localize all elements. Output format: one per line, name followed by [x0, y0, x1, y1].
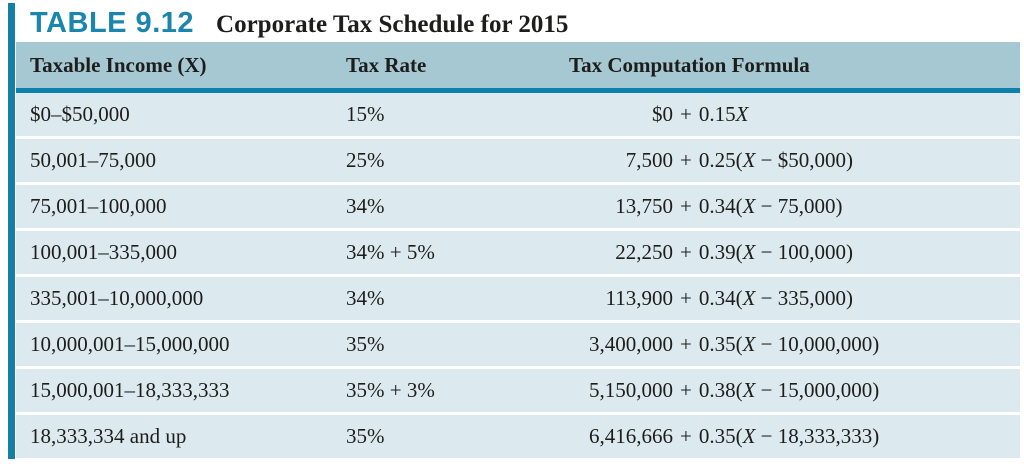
formula-post: − 335,000) — [755, 286, 854, 310]
formula-base: $0 — [652, 102, 673, 126]
formula-pre: 0.25( — [698, 148, 743, 172]
formula-x: X — [742, 332, 756, 356]
formula-pre: 0.35( — [698, 424, 743, 448]
formula-cell: 6,416,666 +0.35(X − 18,333,333) — [561, 424, 1020, 449]
formula-post: − 18,333,333) — [755, 424, 880, 448]
accent-bar — [8, 3, 15, 459]
formula-base: 13,750 — [615, 194, 673, 218]
formula-pre: 0.35( — [698, 332, 743, 356]
table-title: Corporate Tax Schedule for 2015 — [216, 11, 569, 38]
formula-x: X — [742, 286, 756, 310]
formula-pre: 0.15 — [698, 102, 736, 126]
formula-pre: 0.38( — [698, 378, 743, 402]
formula-x: X — [742, 240, 756, 264]
rate-cell: 34% — [346, 194, 385, 218]
rate-cell: 34% + 5% — [346, 240, 435, 264]
formula-cell: 3,400,000 +0.35(X − 10,000,000) — [561, 332, 1020, 357]
rate-cell: 34% — [346, 286, 385, 310]
corporate-tax-table-figure: TABLE 9.12 Corporate Tax Schedule for 20… — [16, 0, 1020, 458]
income-cell: 10,000,001–15,000,000 — [30, 332, 230, 356]
plus-operator: + — [680, 194, 692, 218]
table-row: 335,001–10,000,000 34% 113,900 +0.34(X − … — [16, 277, 1020, 320]
formula-x: X — [742, 194, 756, 218]
income-cell: 335,001–10,000,000 — [30, 286, 204, 310]
formula-cell: $0 +0.15X — [561, 102, 1020, 127]
formula-rest: 0.39(X − 100,000) — [699, 240, 853, 265]
formula-cell: 113,900 +0.34(X − 335,000) — [561, 286, 1020, 311]
formula-post: − $50,000) — [755, 148, 854, 172]
formula-cell: 7,500 +0.25(X − $50,000) — [561, 148, 1020, 173]
formula-cell: 13,750 +0.34(X − 75,000) — [561, 194, 1020, 219]
income-cell: 100,001–335,000 — [30, 240, 177, 264]
formula-post: − 15,000,000) — [755, 378, 880, 402]
formula-pre: 0.34( — [698, 286, 743, 310]
income-cell: 18,333,334 and up — [30, 424, 187, 448]
plus-operator: + — [680, 148, 692, 172]
rate-cell: 35% — [346, 424, 385, 448]
formula-rest: 0.35(X − 18,333,333) — [699, 424, 879, 449]
rate-cell: 35% — [346, 332, 385, 356]
table-row: $0–$50,000 15% $0 +0.15X — [16, 93, 1020, 136]
table-number-label: TABLE 9.12 — [30, 7, 195, 39]
formula-base: 113,900 — [605, 286, 673, 310]
formula-rest: 0.15X — [699, 102, 749, 127]
formula-rest: 0.35(X − 10,000,000) — [699, 332, 879, 357]
formula-x: X — [735, 102, 749, 126]
table-row: 10,000,001–15,000,000 35% 3,400,000 +0.35… — [16, 323, 1020, 366]
formula-base: 3,400,000 — [589, 332, 673, 356]
table-row: 15,000,001–18,333,333 35% + 3% 5,150,000… — [16, 369, 1020, 412]
income-cell: 75,001–100,000 — [30, 194, 167, 218]
formula-post: − 100,000) — [755, 240, 854, 264]
formula-base: 22,250 — [615, 240, 673, 264]
plus-operator: + — [680, 332, 692, 356]
formula-x: X — [742, 378, 756, 402]
plus-operator: + — [680, 102, 692, 126]
income-cell: $0–$50,000 — [30, 102, 130, 126]
formula-base: 5,150,000 — [589, 378, 673, 402]
figure-title-bar: TABLE 9.12 Corporate Tax Schedule for 20… — [16, 0, 1020, 42]
formula-rest: 0.38(X − 15,000,000) — [699, 378, 879, 403]
column-header-formula: Tax Computation Formula — [569, 52, 810, 77]
table-row: 18,333,334 and up 35% 6,416,666 +0.35(X −… — [16, 415, 1020, 458]
formula-rest: 0.25(X − $50,000) — [699, 148, 853, 173]
formula-post: − 10,000,000) — [755, 332, 880, 356]
column-header-tax-rate: Tax Rate — [346, 52, 427, 77]
plus-operator: + — [680, 378, 692, 402]
rate-cell: 35% + 3% — [346, 378, 435, 402]
formula-cell: 22,250 +0.39(X − 100,000) — [561, 240, 1020, 265]
formula-base: 6,416,666 — [589, 424, 673, 448]
rate-cell: 25% — [346, 148, 385, 172]
table-row: 50,001–75,000 25% 7,500 +0.25(X − $50,000… — [16, 139, 1020, 182]
rate-cell: 15% — [346, 102, 385, 126]
plus-operator: + — [680, 240, 692, 264]
plus-operator: + — [680, 424, 692, 448]
formula-pre: 0.34( — [698, 194, 743, 218]
table-header-row: Taxable Income (X) Tax Rate Tax Computat… — [16, 42, 1020, 93]
formula-post: − 75,000) — [755, 194, 843, 218]
formula-pre: 0.39( — [698, 240, 743, 264]
column-header-taxable-income: Taxable Income (X) — [30, 52, 207, 77]
table-row: 75,001–100,000 34% 13,750 +0.34(X − 75,00… — [16, 185, 1020, 228]
income-cell: 50,001–75,000 — [30, 148, 156, 172]
table-row: 100,001–335,000 34% + 5% 22,250 +0.39(X −… — [16, 231, 1020, 274]
income-cell: 15,000,001–18,333,333 — [30, 378, 230, 402]
formula-base: 7,500 — [625, 148, 673, 172]
formula-rest: 0.34(X − 75,000) — [699, 194, 843, 219]
formula-x: X — [742, 424, 756, 448]
plus-operator: + — [680, 286, 692, 310]
formula-cell: 5,150,000 +0.38(X − 15,000,000) — [561, 378, 1020, 403]
formula-rest: 0.34(X − 335,000) — [699, 286, 853, 311]
formula-x: X — [742, 148, 756, 172]
